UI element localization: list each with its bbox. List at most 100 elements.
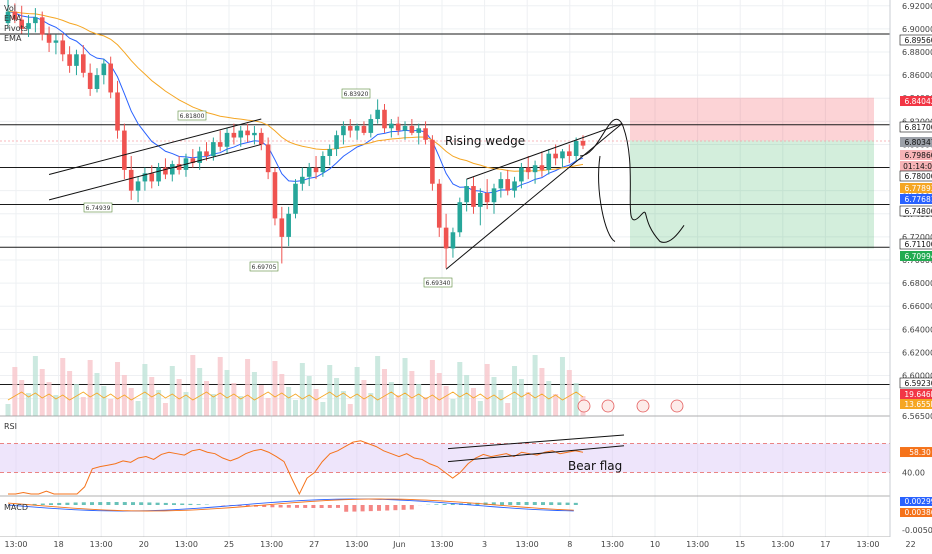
candle-body [396, 124, 401, 131]
price-tag-text: 6.84042 [904, 97, 932, 106]
volume-bar [272, 361, 277, 416]
price-tag: 6.77681 [900, 194, 932, 204]
indicator-label-rsi[interactable]: RSI [4, 422, 17, 432]
event-flag-icon [671, 400, 683, 412]
candle-body [348, 126, 353, 131]
candle-body [355, 126, 360, 131]
macd-bar [369, 505, 373, 511]
candle-body [410, 126, 415, 133]
volume-bar [416, 384, 421, 416]
price-tag: 19.646K [900, 389, 932, 399]
volume-bar [423, 397, 428, 416]
macd-bar [541, 502, 545, 505]
candle-body [327, 149, 332, 156]
candle-body [334, 135, 339, 149]
macd-bar [270, 505, 274, 507]
x-tick-label: 13:00 [260, 540, 283, 549]
price-tag-text: 6.80347 [904, 138, 932, 147]
indicator-label-ema[interactable]: EMA [4, 14, 21, 24]
volume-bar [519, 379, 524, 416]
volume-bar [471, 388, 476, 416]
volume-bar [389, 382, 394, 416]
candle-body [464, 186, 469, 202]
macd-bar [82, 502, 86, 505]
price-tag: 6.81700 [900, 122, 932, 132]
pivot-label-text: 6.81800 [180, 113, 205, 120]
y-tick-label: 6.64000 [902, 325, 932, 334]
price-tag-text: 6.71100 [904, 240, 932, 249]
volume-bar [403, 358, 408, 416]
x-tick-label: 15 [735, 540, 745, 549]
volume-bar [396, 395, 401, 416]
stop-zone [630, 98, 874, 141]
price-tag-text: 6.81700 [904, 123, 932, 132]
x-tick-label: 13:00 [601, 540, 624, 549]
price-tag: 6.77893 [900, 183, 932, 193]
candle-body [485, 193, 490, 202]
x-tick-label: 10 [650, 540, 660, 549]
event-flag-icon [602, 400, 614, 412]
volume-bar [300, 363, 305, 416]
volume-bar [40, 369, 45, 416]
volume-bar [279, 374, 284, 416]
volume-bar [505, 403, 510, 416]
volume-bar [170, 366, 175, 416]
pivot-label: 6.69705 [250, 262, 278, 271]
indicator-label-macd[interactable]: MACD [4, 503, 28, 513]
macd-bar [533, 502, 537, 505]
rsi-value-text: 58.30 [909, 448, 931, 457]
candle-body [129, 170, 134, 191]
volume-bar [437, 373, 442, 416]
volume-bar [129, 388, 134, 416]
candle-body [457, 202, 462, 232]
macd-bar [574, 503, 578, 505]
volume-bar [286, 387, 291, 416]
candle-body [526, 168, 531, 173]
candle-body [574, 141, 579, 156]
macd-bar [147, 502, 151, 505]
volume-bar [231, 383, 236, 416]
indicator-label-vol[interactable]: Vol [4, 4, 16, 14]
candle-body [451, 232, 456, 248]
price-tag: 6.84042 [900, 96, 932, 106]
price-tag-text: 6.78000 [904, 172, 932, 181]
macd-bar [311, 505, 315, 508]
candle-body [170, 164, 175, 174]
candle-body [252, 133, 257, 135]
candle-body [245, 131, 250, 136]
price-tag-text: 6.74800 [904, 207, 932, 216]
candle-body [232, 133, 237, 138]
volume-bar [293, 400, 298, 416]
candle-body [382, 110, 387, 128]
price-tag: 6.59230 [900, 378, 932, 388]
volume-bar [574, 383, 579, 416]
macd-value-text: 0.00299 [904, 497, 932, 506]
candle-body [280, 218, 285, 236]
macd-bar [164, 503, 168, 505]
price-tag: 01:14:09 [900, 161, 932, 171]
indicator-label-ema-2[interactable]: EMA [4, 34, 21, 44]
candle-body [546, 154, 551, 170]
candle-body [204, 151, 209, 156]
volume-bar [348, 404, 353, 416]
y-tick-label: 6.92000 [902, 2, 932, 11]
candle-body [560, 151, 565, 158]
volume-bar [74, 384, 79, 416]
candle-body [581, 141, 586, 146]
candle-body [286, 214, 291, 237]
macd-bar [566, 503, 570, 505]
pivot-label-text: 6.74939 [86, 205, 111, 212]
candle-body [368, 119, 373, 133]
macd-bar [525, 502, 529, 505]
candle-body [266, 144, 271, 172]
x-tick-label: 13:00 [175, 540, 198, 549]
volume-bar [498, 390, 503, 416]
price-tag-text: 19.646K [904, 390, 932, 399]
candle-body [540, 165, 545, 170]
candle-body [88, 73, 93, 89]
indicator-label-pivots[interactable]: Pivots [4, 24, 28, 34]
candle-body [423, 128, 428, 140]
